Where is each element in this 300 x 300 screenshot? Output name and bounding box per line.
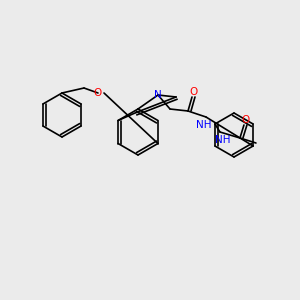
Text: O: O xyxy=(189,87,198,97)
Text: NH: NH xyxy=(215,135,231,145)
Text: O: O xyxy=(241,115,250,125)
Text: NH: NH xyxy=(196,120,212,130)
Text: O: O xyxy=(94,88,102,98)
Text: N: N xyxy=(154,90,162,100)
